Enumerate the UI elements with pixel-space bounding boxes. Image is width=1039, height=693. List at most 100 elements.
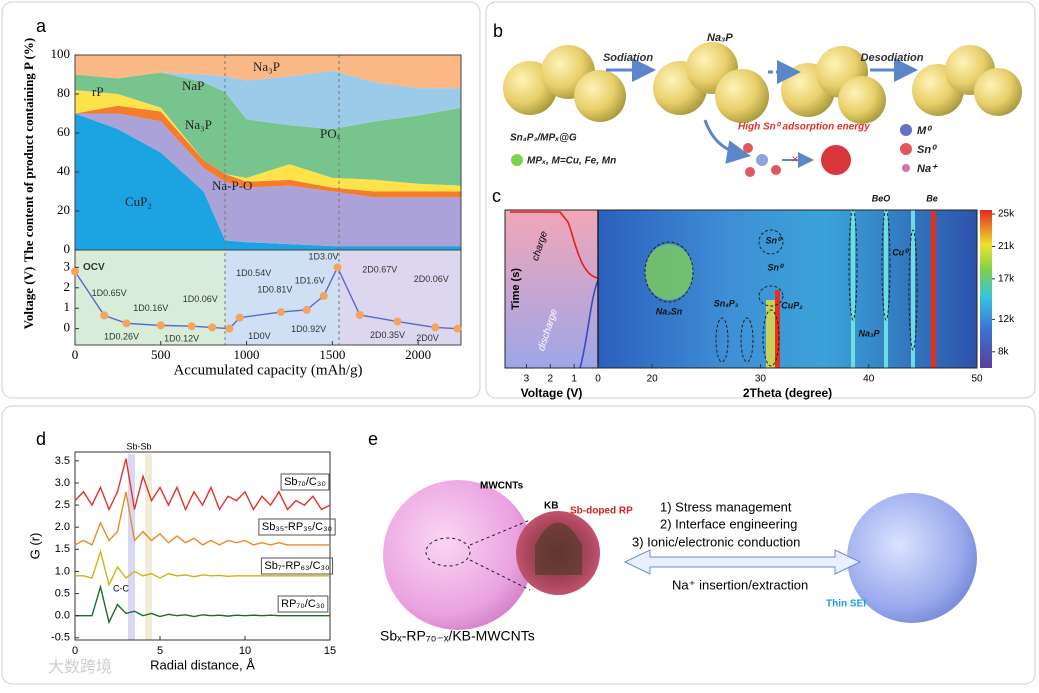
double-arrow: [623, 549, 862, 575]
point: [355, 310, 364, 319]
charge-curve: [510, 211, 599, 279]
point-label: 2D0V: [416, 333, 439, 343]
diagram-text: 3) Ionic/electronic conduction: [632, 534, 800, 549]
area: [75, 113, 461, 247]
point-label: 1D1.6V: [295, 275, 325, 285]
area: [75, 90, 461, 192]
legend-box: [260, 557, 334, 575]
y-tick-label: 0: [64, 241, 71, 256]
arrow: [703, 119, 751, 164]
x-tick-label: 1000: [234, 347, 260, 362]
series-label: Na₃P: [185, 117, 212, 132]
atom: [745, 167, 755, 177]
diagram-e: [383, 480, 977, 630]
line: [75, 549, 330, 587]
y-tick-label: 80: [57, 85, 70, 100]
annotation: Sn⁰: [767, 262, 784, 272]
annotation: Be: [926, 193, 938, 203]
highlight-band: [128, 454, 135, 640]
point: [431, 323, 440, 332]
atom: [771, 165, 781, 175]
diagram-text: Sn⁰: [917, 144, 938, 156]
point: [319, 291, 328, 300]
x-tick-label: 0: [595, 374, 601, 385]
y-tick-label: 3.5: [55, 455, 70, 467]
series-label: Na₃P: [253, 59, 280, 74]
annotation: C-C: [113, 583, 129, 593]
x-tick-label: 1500: [319, 347, 345, 362]
colorbar-tick-label: 21k: [998, 241, 1015, 252]
x-tick-label: 5: [157, 645, 163, 657]
heatmap-streak: [851, 210, 855, 368]
heatmap-streak: [884, 210, 888, 368]
zoom-line: [469, 519, 531, 546]
diagram-b: ×: [503, 42, 1022, 177]
point: [100, 311, 109, 320]
x-tick-label: 10: [239, 645, 251, 657]
colorbar-tick-label: 25k: [998, 209, 1015, 220]
annotation: Sn⁰: [765, 235, 782, 245]
diagram-text: 2) Interface engineering: [660, 516, 797, 531]
x-tick-label: 40: [863, 374, 875, 385]
zoom-line: [469, 559, 531, 591]
point: [225, 324, 234, 333]
legend-dot: [900, 143, 912, 155]
legend-box: [277, 595, 329, 613]
y-tick-label: 3: [64, 258, 71, 273]
point: [71, 267, 79, 276]
heatmap-streak: [775, 290, 780, 368]
x-axis-label: Voltage (V): [521, 386, 583, 400]
legend-box: [280, 473, 330, 491]
annotation: Sb-Sb: [126, 441, 151, 451]
panel-label: d: [36, 429, 46, 449]
y-tick-label: 0: [64, 320, 71, 335]
diagram-text: Desodiation: [861, 52, 924, 64]
point-label: 1D0.06V: [183, 294, 218, 304]
annotation: BeO: [872, 193, 891, 203]
y-tick-label: 1.0: [55, 565, 70, 577]
diagram-text: KB: [544, 501, 558, 512]
point-label: 1D0.65V: [92, 288, 127, 298]
legend-label: RP₇₀/C₃₀: [281, 598, 325, 610]
x-tick-label: 0: [72, 347, 79, 362]
diagram-text: Na⁺: [917, 163, 938, 175]
legend-dot: [511, 154, 523, 166]
peak-outlines: [644, 209, 918, 367]
panel-label: c: [492, 186, 501, 206]
heatmap-blob: [645, 244, 693, 300]
y-tick-label: 20: [57, 202, 70, 217]
line: [74, 491, 330, 546]
colorbar-tick-label: 12k: [998, 314, 1015, 325]
diagram-text: Sb-doped RP: [570, 506, 633, 517]
heatmap-streak: [911, 210, 915, 368]
diagram-text: Sbₓ-RP₇₀₋ₓ/KB-MWCNTs: [380, 628, 535, 644]
area-layer: [75, 55, 461, 250]
series-label: NaP: [182, 78, 204, 93]
point-label: 1D0V: [248, 331, 271, 341]
point: [393, 317, 402, 326]
particle: [715, 69, 769, 123]
x-tick-label: 500: [151, 347, 171, 362]
diagram-text: 1) Stress management: [660, 499, 792, 514]
diagram-text: M⁰: [917, 125, 933, 137]
y-axis-label: G (r): [27, 533, 42, 560]
x-axis-label: 2Theta (degree): [743, 386, 832, 400]
point: [208, 323, 217, 332]
y-tick-label: 0.0: [55, 610, 70, 622]
axes-frame: [74, 54, 462, 346]
point: [187, 322, 196, 331]
y-tick-label: 40: [57, 163, 70, 178]
point-label: 1D3.0V: [308, 252, 338, 262]
series-label: CuP₂: [125, 194, 152, 209]
point: [122, 319, 131, 328]
x-tick-label: 0: [72, 645, 78, 657]
point-label: 1D0.92V: [291, 324, 326, 334]
particle: [838, 76, 886, 124]
y-tick-label: 0.5: [55, 587, 70, 599]
diagram-text: Sn₄P₃/MPₓ@G: [510, 133, 577, 144]
legend-label: Sb₇₀/C₃₀: [284, 476, 326, 488]
x-tick-label: 1: [571, 374, 577, 385]
point: [156, 321, 165, 330]
highlight-band: [145, 454, 152, 640]
